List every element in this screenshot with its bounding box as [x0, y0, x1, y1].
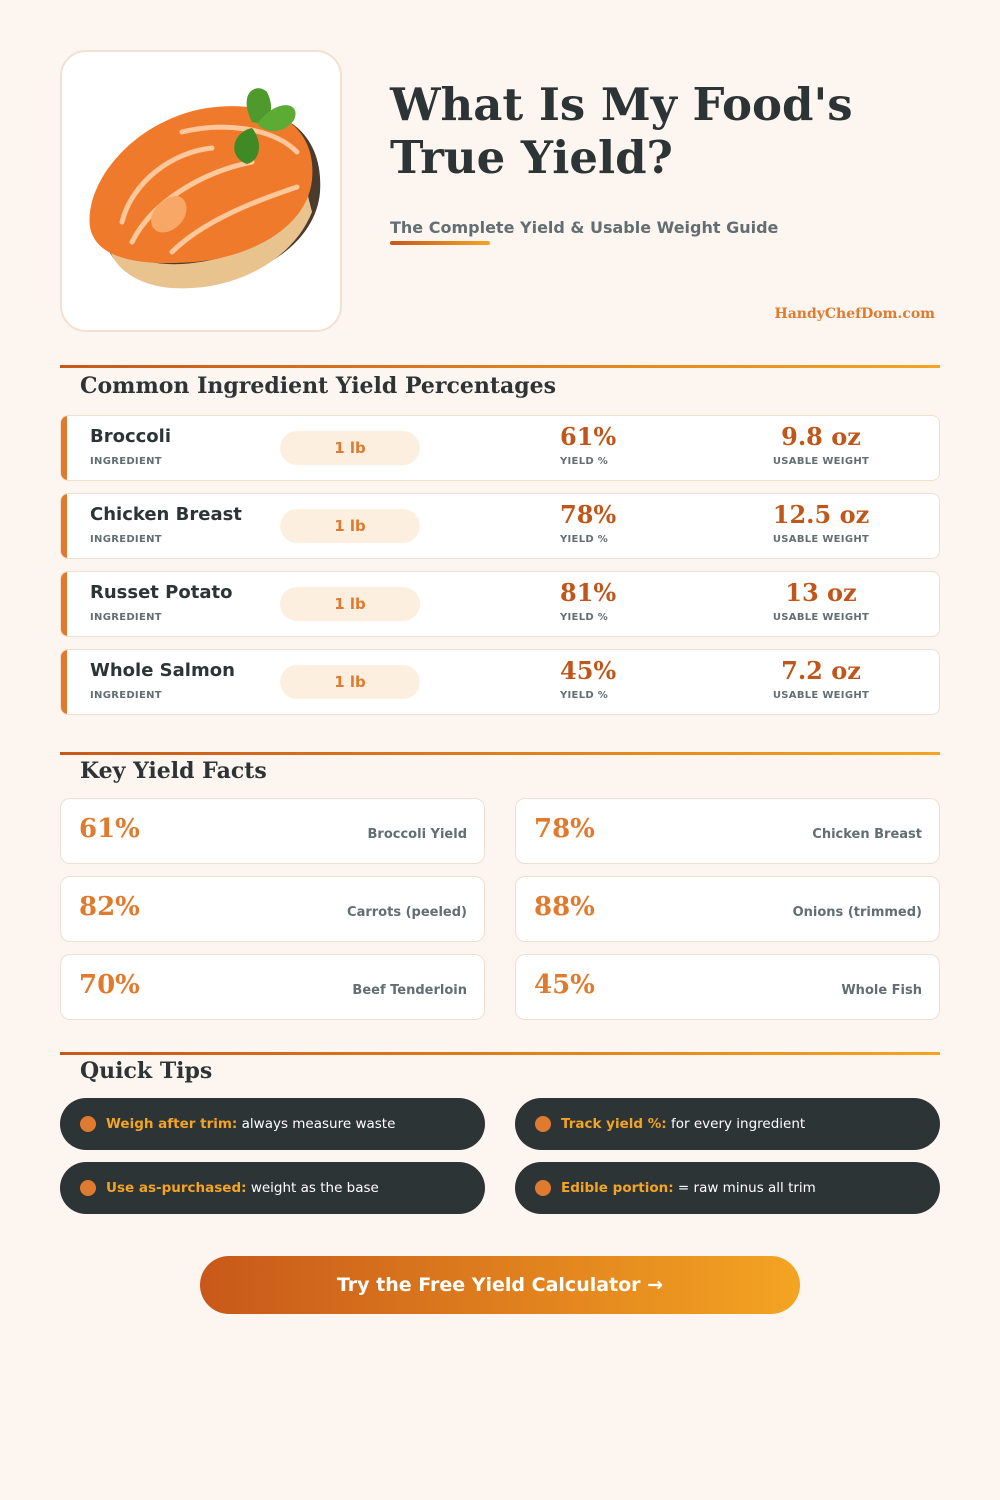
tip-pill: Use as-purchased: weight as the base [60, 1162, 485, 1214]
tip-label: Weigh after trim: [106, 1116, 238, 1132]
yield-value: 81% [560, 578, 617, 607]
usable-weight-label: USABLE WEIGHT [772, 612, 870, 623]
image-card [60, 50, 342, 332]
fact-label: Onions (trimmed) [792, 905, 922, 920]
yield-label: YIELD % [560, 690, 609, 701]
cta-button[interactable]: Try the Free Yield Calculator → [200, 1256, 800, 1314]
tip-pill: Track yield %: for every ingredient [515, 1098, 940, 1150]
ingredient-label: INGREDIENT [90, 690, 162, 701]
tip-label: Track yield %: [561, 1116, 667, 1132]
tip-line: Track yield %: for every ingredient [561, 1098, 805, 1150]
fact-value: 82% [79, 892, 140, 922]
fact-value: 70% [79, 970, 140, 1000]
ingredient-name: Whole Salmon [90, 660, 235, 681]
yield-row: Broccoli INGREDIENT 1 lb 61% YIELD % 9.8 oz US… [60, 415, 940, 481]
yield-value: 78% [560, 500, 617, 529]
yield-row: Chicken Breast INGREDIENT 1 lb 78% YIELD % 12… [60, 493, 940, 559]
usable-weight-value: 9.8 oz [781, 422, 861, 451]
row-accent [61, 416, 67, 480]
fact-card: 82% Carrots (peeled) [60, 876, 485, 942]
fact-card: 61% Broccoli Yield [60, 798, 485, 864]
fact-card: 88% Onions (trimmed) [515, 876, 940, 942]
ingredient-name: Russet Potato [90, 582, 233, 603]
ingredient-name: Chicken Breast [90, 504, 242, 525]
tip-label: Edible portion: [561, 1180, 674, 1196]
tip-text: for every ingredient [670, 1116, 806, 1132]
usable-weight-value: 12.5 oz [772, 500, 870, 529]
tip-dot [535, 1180, 551, 1196]
salmon-illustration [89, 88, 321, 289]
tip-text: = raw minus all trim [677, 1180, 816, 1196]
tip-pill: Edible portion: = raw minus all trim [515, 1162, 940, 1214]
row-accent [61, 572, 67, 636]
site-name: HandyChefDom.com [774, 306, 936, 322]
yield-row: Russet Potato INGREDIENT 1 lb 81% YIELD % 13 … [60, 571, 940, 637]
title: What Is My Food's True Yield? [390, 78, 853, 184]
fact-label: Beef Tenderloin [352, 983, 467, 998]
section-title: Common Ingredient Yield Percentages [80, 373, 557, 399]
tip-dot [80, 1116, 96, 1132]
divider [60, 752, 940, 755]
amount-pill: 1 lb [280, 431, 420, 465]
usable-weight-value: 13 oz [785, 578, 857, 607]
fact-label: Whole Fish [841, 983, 922, 998]
fact-card: 45% Whole Fish [515, 954, 940, 1020]
accent-underline [390, 241, 490, 245]
tip-line: Edible portion: = raw minus all trim [561, 1162, 816, 1214]
yield-value: 45% [560, 656, 617, 685]
amount-pill: 1 lb [280, 509, 420, 543]
usable-weight-label: USABLE WEIGHT [772, 690, 870, 701]
amount-pill: 1 lb [280, 587, 420, 621]
ingredient-label: INGREDIENT [90, 612, 162, 623]
fact-value: 45% [534, 970, 595, 1000]
usable-weight-value: 7.2 oz [781, 656, 861, 685]
yield-label: YIELD % [560, 534, 609, 545]
tip-text: always measure waste [241, 1116, 396, 1132]
section-title: Key Yield Facts [80, 758, 267, 784]
ingredient-name: Broccoli [90, 426, 172, 447]
fact-card: 70% Beef Tenderloin [60, 954, 485, 1020]
yield-label: YIELD % [560, 612, 609, 623]
tip-text: weight as the base [250, 1180, 379, 1196]
tip-dot [80, 1180, 96, 1196]
yield-label: YIELD % [560, 456, 609, 467]
fact-value: 88% [534, 892, 595, 922]
usable-weight-label: USABLE WEIGHT [772, 534, 870, 545]
fact-value: 78% [534, 814, 595, 844]
divider [60, 365, 940, 368]
fact-value: 61% [79, 814, 140, 844]
yield-value: 61% [560, 422, 617, 451]
subtitle: The Complete Yield & Usable Weight Guide [390, 218, 779, 237]
tip-pill: Weigh after trim: always measure waste [60, 1098, 485, 1150]
tip-dot [535, 1116, 551, 1132]
tip-label: Use as-purchased: [106, 1180, 247, 1196]
yield-row: Whole Salmon INGREDIENT 1 lb 45% YIELD % 7.2 … [60, 649, 940, 715]
fact-label: Chicken Breast [812, 827, 922, 842]
usable-weight-label: USABLE WEIGHT [772, 456, 870, 467]
tip-line: Weigh after trim: always measure waste [106, 1098, 395, 1150]
row-accent [61, 494, 67, 558]
ingredient-label: INGREDIENT [90, 456, 162, 467]
fact-card: 78% Chicken Breast [515, 798, 940, 864]
fact-label: Carrots (peeled) [347, 905, 467, 920]
ingredient-label: INGREDIENT [90, 534, 162, 545]
fact-label: Broccoli Yield [367, 827, 467, 842]
section-title: Quick Tips [80, 1058, 213, 1084]
amount-pill: 1 lb [280, 665, 420, 699]
row-accent [61, 650, 67, 714]
tip-line: Use as-purchased: weight as the base [106, 1162, 379, 1214]
divider [60, 1052, 940, 1055]
